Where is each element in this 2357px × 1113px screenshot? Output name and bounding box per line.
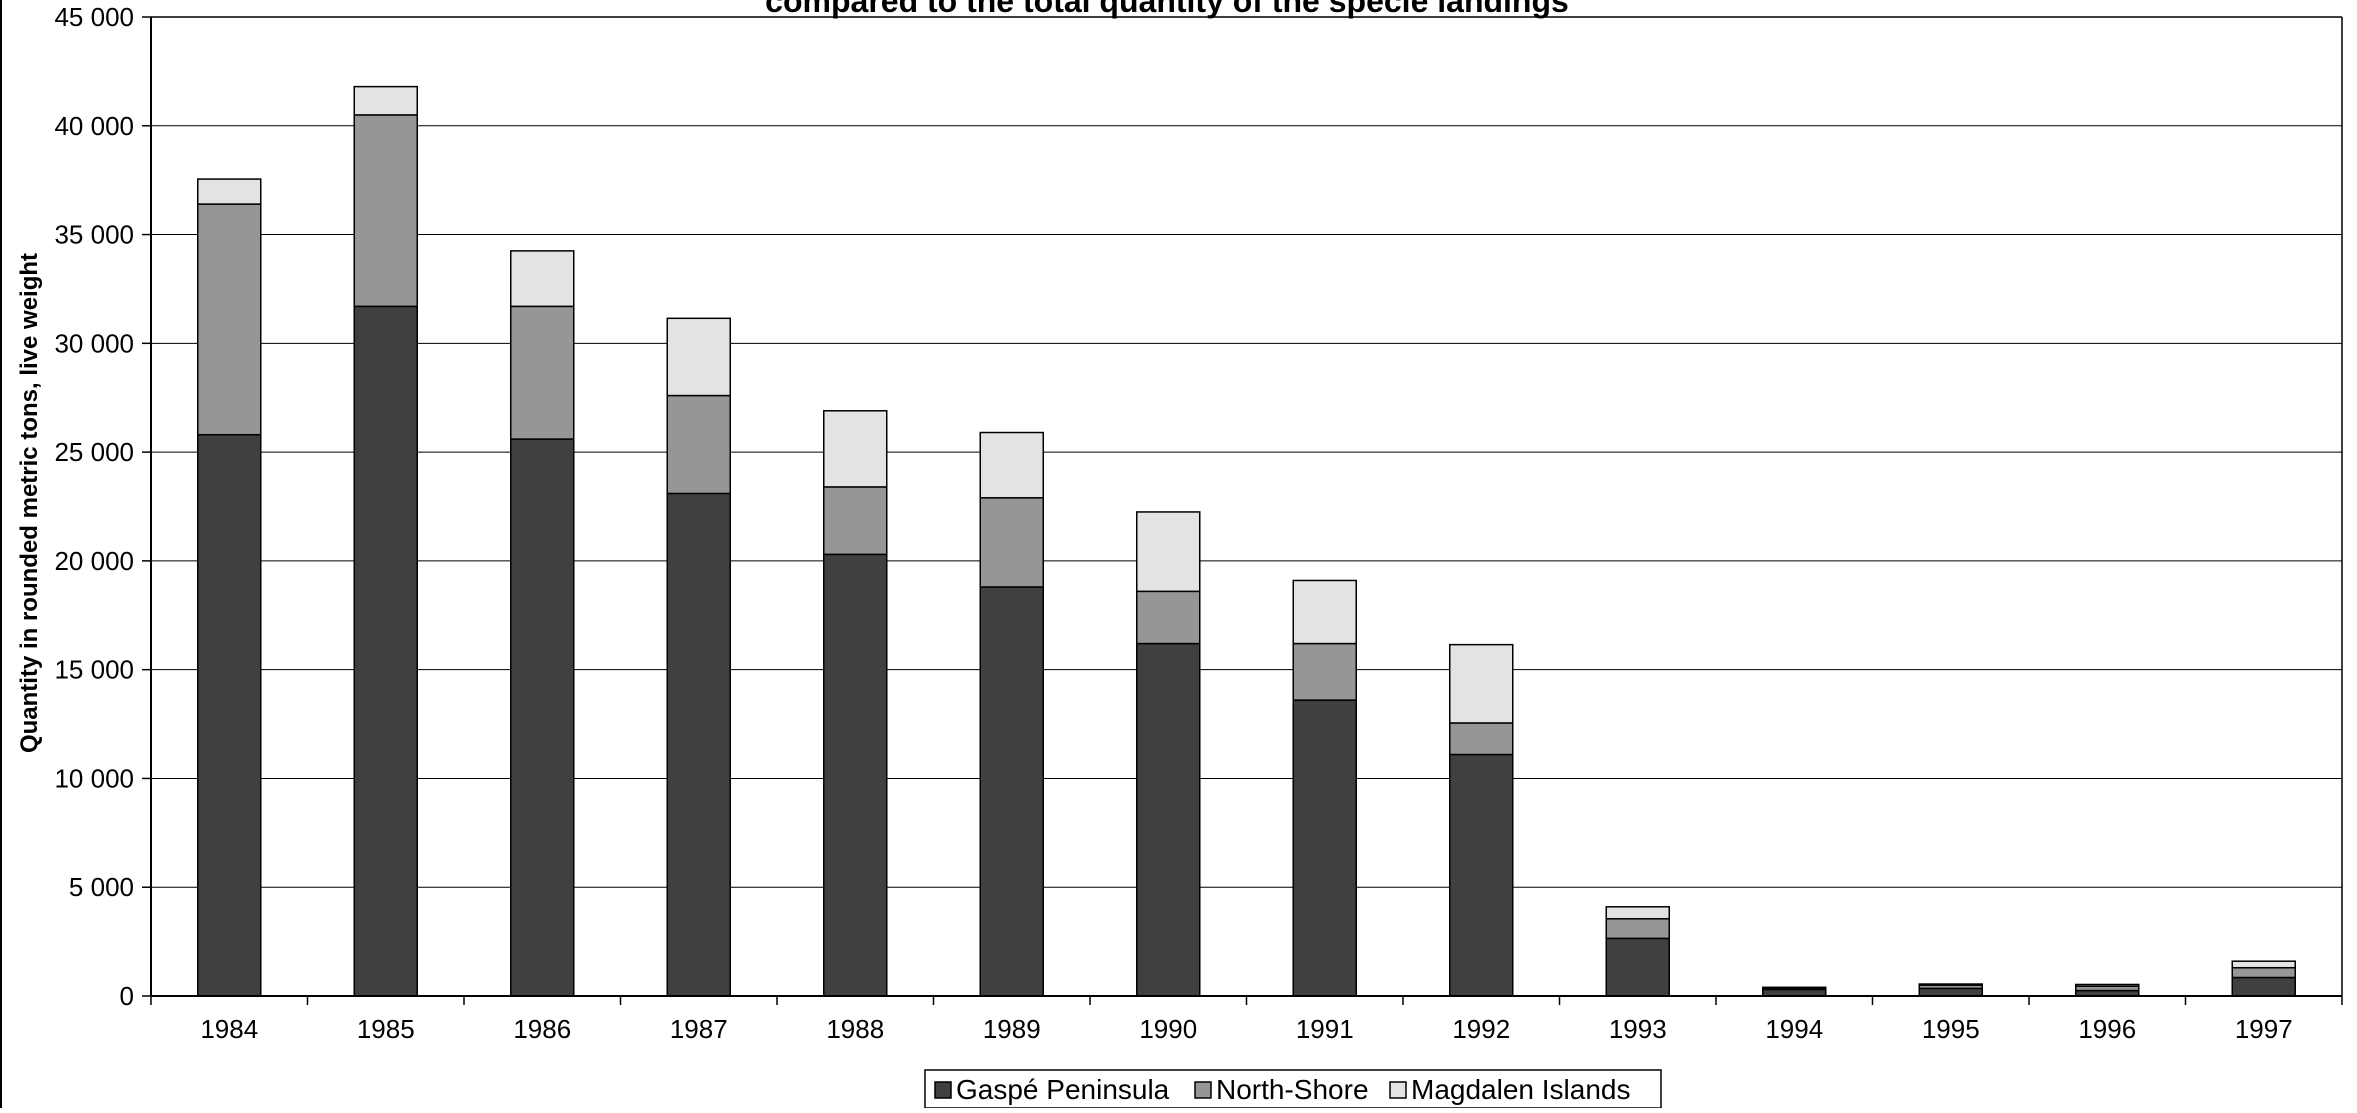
- bar-magdalen-islands-1992: [1449, 643, 1514, 724]
- y-tick-label: 40 000: [54, 111, 134, 141]
- bar-north-shore-1986: [510, 305, 575, 440]
- bar-north-shore-1990: [1136, 590, 1201, 645]
- legend-label-north-shore: North-Shore: [1216, 1074, 1369, 1105]
- x-tick-label: 1988: [826, 1014, 884, 1044]
- bar-magdalen-islands-1991: [1292, 579, 1357, 645]
- bar-gasp-peninsula-1984: [197, 433, 262, 997]
- bar-north-shore-1997: [2231, 966, 2296, 979]
- gridlines: [151, 16, 2342, 888]
- x-tick-label: 1997: [2235, 1014, 2293, 1044]
- bar-north-shore-1988: [823, 486, 888, 556]
- x-tick-label: 1995: [1922, 1014, 1980, 1044]
- legend-label-magdalen-islands: Magdalen Islands: [1411, 1074, 1630, 1105]
- y-axis-label: Quantity in rounded metric tons, live we…: [16, 253, 43, 753]
- bar-gasp-peninsula-1985: [353, 305, 418, 997]
- x-tick-label: 1993: [1609, 1014, 1667, 1044]
- bar-north-shore-1984: [197, 203, 262, 436]
- bar-magdalen-islands-1984: [197, 178, 262, 205]
- bar-gasp-peninsula-1991: [1292, 699, 1357, 997]
- y-tick-label: 45 000: [54, 2, 134, 32]
- bar-gasp-peninsula-1997: [2231, 976, 2296, 997]
- bar-magdalen-islands-1997: [2231, 960, 2296, 969]
- bar-north-shore-1985: [353, 114, 418, 308]
- bar-magdalen-islands-1995: [1918, 983, 1983, 986]
- bar-gasp-peninsula-1995: [1918, 987, 1983, 997]
- bar-gasp-peninsula-1987: [666, 492, 731, 997]
- bar-magdalen-islands-1990: [1136, 511, 1201, 593]
- x-tick-label: 1991: [1296, 1014, 1354, 1044]
- legend-swatch-magdalen-islands: [1389, 1081, 1407, 1099]
- bar-magdalen-islands-1996: [2075, 983, 2140, 987]
- y-tick-label: 30 000: [54, 328, 134, 358]
- bar-magdalen-islands-1989: [979, 431, 1044, 499]
- bar-north-shore-1989: [979, 497, 1044, 588]
- x-tick-label: 1990: [1139, 1014, 1197, 1044]
- x-tick-label: 1992: [1452, 1014, 1510, 1044]
- bar-north-shore-1992: [1449, 722, 1514, 756]
- chart-title: compared to the total quantity of the sp…: [765, 0, 1569, 19]
- bars: [197, 85, 2296, 997]
- bar-magdalen-islands-1985: [353, 85, 418, 116]
- bar-north-shore-1987: [666, 394, 731, 495]
- tick-labels: 0 5 000 10 000 15 000 20 000 25 000 30 000 35 0…: [54, 2, 2292, 1044]
- bar-magdalen-islands-1994: [1762, 986, 1827, 990]
- y-tick-label: 0: [120, 981, 134, 1011]
- legend-swatch-gasp-peninsula: [934, 1081, 952, 1099]
- bar-magdalen-islands-1993: [1605, 906, 1670, 920]
- x-tick-label: 1987: [670, 1014, 728, 1044]
- bar-gasp-peninsula-1990: [1136, 642, 1201, 997]
- x-tick-label: 1989: [983, 1014, 1041, 1044]
- x-tick-label: 1985: [357, 1014, 415, 1044]
- y-tick-label: 20 000: [54, 546, 134, 576]
- y-tick-label: 25 000: [54, 437, 134, 467]
- bar-gasp-peninsula-1988: [823, 553, 888, 997]
- legend-label-gasp-peninsula: Gaspé Peninsula: [956, 1074, 1170, 1105]
- y-tick-label: 15 000: [54, 655, 134, 685]
- bar-gasp-peninsula-1989: [979, 586, 1044, 997]
- y-tick-label: 10 000: [54, 763, 134, 793]
- x-tick-label: 1996: [2078, 1014, 2136, 1044]
- bar-north-shore-1993: [1605, 918, 1670, 940]
- x-tick-label: 1984: [200, 1014, 258, 1044]
- x-tick-label: 1994: [1765, 1014, 1823, 1044]
- legend: Gaspé Peninsula North-Shore Magdalen Islan…: [924, 1069, 1662, 1109]
- bar-gasp-peninsula-1993: [1605, 937, 1670, 997]
- bar-magdalen-islands-1987: [666, 317, 731, 397]
- y-tick-label: 35 000: [54, 220, 134, 250]
- legend-box: [924, 1069, 1662, 1109]
- bar-magdalen-islands-1988: [823, 410, 888, 488]
- y-tick-label: 5 000: [69, 872, 134, 902]
- bar-gasp-peninsula-1992: [1449, 753, 1514, 997]
- bar-north-shore-1991: [1292, 642, 1357, 701]
- legend-swatch-north-shore: [1194, 1081, 1212, 1099]
- bar-magdalen-islands-1986: [510, 250, 575, 308]
- x-tick-label: 1986: [513, 1014, 571, 1044]
- bar-gasp-peninsula-1986: [510, 438, 575, 997]
